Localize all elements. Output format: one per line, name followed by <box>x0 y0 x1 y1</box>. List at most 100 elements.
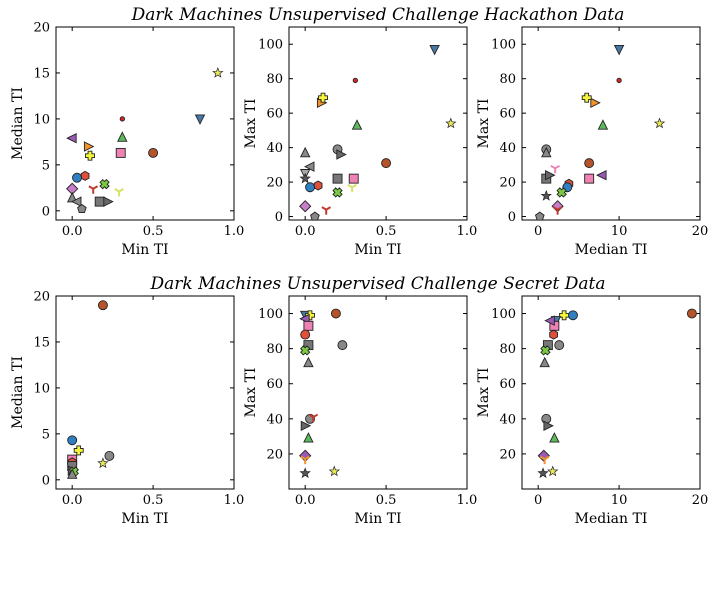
scatter-point <box>299 467 311 479</box>
scatter-point <box>534 211 545 221</box>
x-axis-label: Min TI <box>354 242 401 258</box>
plot-frame <box>288 26 468 221</box>
scatter-point <box>332 187 343 198</box>
scatter-point <box>653 117 666 129</box>
scatter-point <box>303 320 314 331</box>
x-tick-label: 0.0 <box>295 224 316 239</box>
x-axis-label: Median TI <box>575 242 648 258</box>
y-tick-label: 15 <box>33 335 50 350</box>
scatter-points <box>66 67 224 214</box>
scatter-point <box>544 315 555 326</box>
scatter-point <box>352 77 358 84</box>
scatter-point <box>94 196 105 207</box>
x-axis-label: Median TI <box>575 511 648 527</box>
y-axis-label: Median TI <box>10 87 26 160</box>
x-tick-label: 1.0 <box>457 224 478 239</box>
y-tick-label: 5 <box>42 158 50 173</box>
scatter-point <box>597 119 609 130</box>
y-tick-label: 100 <box>258 38 283 53</box>
plot-frame <box>521 295 701 490</box>
plot-frame <box>521 26 701 221</box>
scatter-point <box>88 185 99 194</box>
scatter-point <box>303 356 314 368</box>
scatter-points <box>537 308 697 479</box>
x-tick-label: 20 <box>692 224 709 239</box>
y-axis-label: Max TI <box>476 368 492 418</box>
y-tick-label: 60 <box>499 377 516 392</box>
y-tick-label: 20 <box>266 176 283 191</box>
scatter-point <box>336 149 347 160</box>
scatter-points <box>299 44 457 221</box>
y-tick-label: 20 <box>266 447 283 462</box>
scatter-point <box>321 206 332 215</box>
y-tick-label: 0 <box>42 473 50 488</box>
scatter-point <box>299 172 311 184</box>
scatter-point <box>348 173 359 184</box>
x-tick-label: 20 <box>692 493 709 508</box>
scatter-point <box>596 169 607 181</box>
y-axis-label: Max TI <box>243 368 259 418</box>
scatter-point <box>540 189 552 201</box>
y-axis-label: Max TI <box>476 99 492 149</box>
hackathon-group-title: Dark Machines Unsupervised Challenge Hac… <box>131 5 625 25</box>
scatter-point <box>686 308 697 319</box>
y-axis-label: Max TI <box>243 99 259 149</box>
x-tick-label: 0.0 <box>62 224 83 239</box>
y-tick-label: 40 <box>266 141 283 156</box>
y-tick-label: 20 <box>499 176 516 191</box>
scatter-point <box>300 420 312 432</box>
x-tick-label: 1.0 <box>457 493 478 508</box>
scatter-point <box>212 67 224 78</box>
scatter-point <box>148 147 159 158</box>
scatter-point <box>581 92 592 103</box>
scatter-point <box>117 131 128 142</box>
y-tick-label: 100 <box>258 307 283 322</box>
scatter-point <box>332 173 343 184</box>
y-tick-label: 80 <box>499 342 516 357</box>
scatter-point <box>119 116 125 122</box>
scatter-point <box>559 310 570 321</box>
y-tick-label: 10 <box>33 381 50 396</box>
x-tick-label: 0.5 <box>376 224 397 239</box>
scatter-point <box>300 345 311 356</box>
scatter-point <box>72 172 82 183</box>
scatter-point <box>550 164 561 174</box>
scatter-points <box>66 300 115 479</box>
scatter-point <box>77 203 87 214</box>
scatter-point <box>429 44 440 56</box>
scatter-point <box>330 308 341 319</box>
x-axis-label: Min TI <box>121 511 168 527</box>
x-tick-label: 0.5 <box>143 493 164 508</box>
scatter-point <box>318 92 328 103</box>
y-tick-label: 10 <box>33 112 50 127</box>
scatter-point <box>552 206 563 215</box>
scatter-point <box>103 196 114 207</box>
scatter-point <box>568 310 578 321</box>
x-tick-label: 0.5 <box>143 224 164 239</box>
scatter-point <box>80 170 90 181</box>
x-tick-label: 10 <box>611 224 628 239</box>
plot-frame <box>288 295 468 490</box>
y-tick-label: 40 <box>499 141 516 156</box>
y-tick-label: 20 <box>499 447 516 462</box>
scatter-point <box>584 173 595 184</box>
scatter-points <box>534 44 666 221</box>
scatter-point <box>310 211 320 221</box>
scatter-point <box>104 450 115 461</box>
scatter-point <box>303 161 315 172</box>
scatter-point <box>313 180 323 191</box>
scatter-point <box>351 119 363 130</box>
plot-frame <box>55 295 235 490</box>
scatter-point <box>445 117 457 129</box>
scatter-point <box>114 188 124 197</box>
y-tick-label: 0 <box>508 210 516 225</box>
x-tick-label: 0.5 <box>376 493 397 508</box>
x-tick-label: 0 <box>534 224 542 239</box>
scatter-panel-secret-max-vs-median: 0 10 20 20 40 60 80 100 Median TI Max TI <box>476 295 709 527</box>
y-tick-label: 80 <box>499 72 516 87</box>
scatter-point <box>299 200 312 213</box>
y-tick-label: 40 <box>499 412 516 427</box>
scatter-point <box>299 146 311 158</box>
y-tick-label: 100 <box>491 307 516 322</box>
